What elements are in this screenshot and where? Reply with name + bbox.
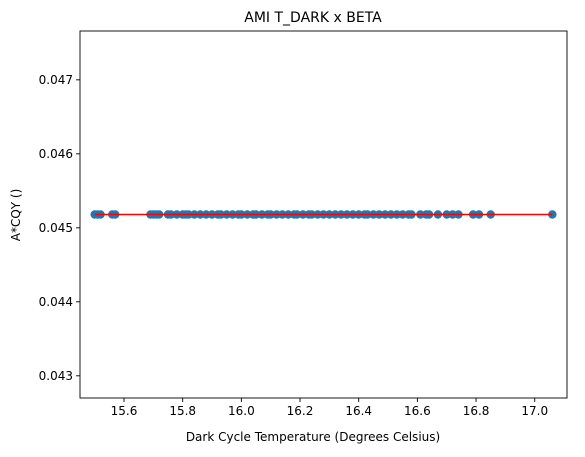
plot-marks (90, 210, 557, 219)
x-tick-label: 16.8 (463, 404, 490, 418)
x-tick-label: 15.8 (169, 404, 196, 418)
chart-title: AMI T_DARK x BETA (244, 10, 382, 26)
y-tick-label: 0.046 (39, 147, 73, 161)
x-tick-label: 16.0 (228, 404, 255, 418)
x-axis-label: Dark Cycle Temperature (Degrees Celsius) (186, 430, 440, 444)
y-axis-label: A*CQY () (9, 189, 23, 242)
y-axis: 0.043 0.044 0.045 0.046 0.047 (39, 73, 80, 383)
x-tick-label: 16.6 (404, 404, 431, 418)
x-axis: 15.6 15.8 16.0 16.2 16.4 16.6 16.8 17.0 (111, 398, 548, 418)
x-tick-label: 16.4 (345, 404, 372, 418)
x-tick-label: 16.2 (287, 404, 314, 418)
plot-frame (79, 30, 568, 399)
y-tick-label: 0.044 (39, 295, 73, 309)
y-tick-label: 0.047 (39, 73, 73, 87)
y-tick-label: 0.043 (39, 369, 73, 383)
y-tick-label: 0.045 (39, 221, 73, 235)
x-tick-label: 17.0 (521, 404, 548, 418)
x-tick-label: 15.6 (111, 404, 138, 418)
